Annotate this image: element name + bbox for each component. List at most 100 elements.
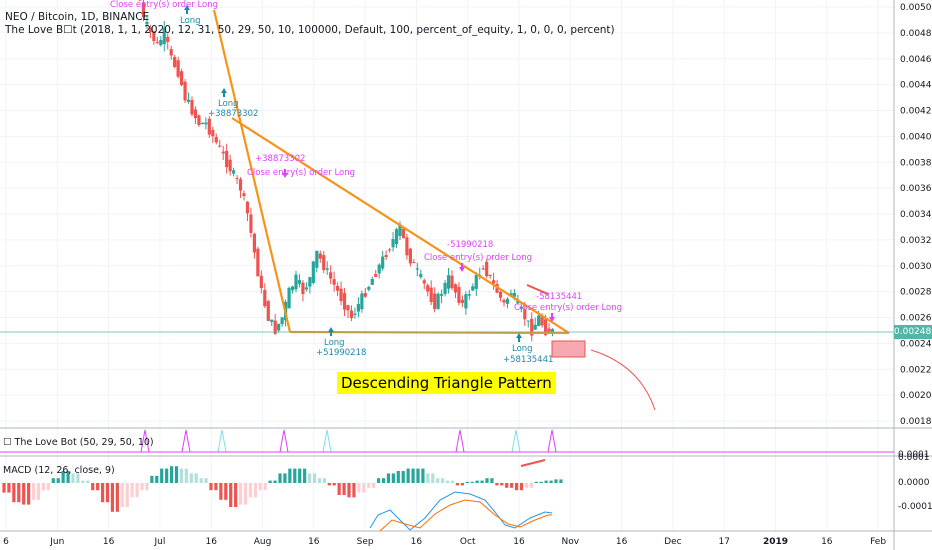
- candle-body-47: [301, 282, 305, 295]
- trade-close-1: Close entry(s) order Long: [110, 0, 218, 10]
- price-axis: 0.005000 0.004800 0.004600 0.004400 0.004200…: [900, 3, 932, 427]
- macd-bar-4: [22, 483, 26, 505]
- macd-bar-59: [293, 468, 297, 483]
- trade-long-1: Long: [180, 16, 201, 26]
- candle-body-96: [471, 286, 475, 291]
- macd-bar-103: [510, 483, 514, 488]
- macd-bar-93: [460, 483, 464, 486]
- candle-body-15: [190, 100, 194, 115]
- candle-body-25: [225, 150, 229, 168]
- macd-bar-64: [317, 478, 322, 483]
- price-tick-12: 0.002600: [900, 314, 932, 324]
- trade-long-4: Long: [512, 344, 533, 354]
- candle-body-90: [450, 275, 454, 289]
- macd-bar-50: [248, 483, 253, 498]
- macd-histogram: [2, 466, 563, 512]
- price-tick-4: 0.004200: [900, 107, 932, 117]
- macd-bar-106: [524, 483, 529, 488]
- candle-body-20: [207, 118, 211, 135]
- macd-bar-14: [71, 473, 75, 483]
- macd-axis-tick-1: 0.0000: [898, 478, 930, 488]
- macd-bar-105: [519, 483, 524, 491]
- candle-body-112: [526, 320, 530, 322]
- macd-bar-1: [7, 483, 11, 493]
- macd-bar-85: [421, 468, 425, 483]
- macd-bar-82: [406, 468, 410, 483]
- trade-long-3: Long: [324, 338, 345, 348]
- price-tick-8: 0.003400: [900, 210, 932, 220]
- candle-body-94: [464, 294, 468, 309]
- time-label-4: 16: [205, 537, 217, 547]
- candle-body-29: [238, 179, 243, 191]
- candle-body-16: [193, 109, 198, 119]
- macd-bar-79: [391, 473, 395, 483]
- last-price-tag: 0.002489: [894, 325, 932, 339]
- macd-bar-57: [283, 473, 287, 483]
- candle-body-49: [308, 277, 312, 287]
- macd-bar-73: [362, 483, 366, 493]
- macd-bar-34: [169, 466, 174, 483]
- macd-bar-109: [539, 481, 543, 483]
- candle-body-31: [245, 201, 250, 214]
- macd-bar-15: [76, 473, 80, 483]
- candle-body-40: [277, 323, 281, 331]
- macd-bar-89: [441, 478, 445, 483]
- macd-bar-45: [224, 483, 228, 500]
- candle-body-113: [530, 318, 534, 336]
- candle-body-66: [367, 286, 371, 290]
- love-bot-title: ☐ The Love Bot (50, 29, 50, 10): [3, 437, 154, 448]
- macd-bar-102: [505, 483, 509, 488]
- macd-bar-104: [514, 483, 519, 491]
- price-tick-15: 0.002000: [900, 391, 932, 401]
- love-bot-spike-2: [217, 429, 227, 453]
- trade-loss-1: -51990218: [447, 240, 493, 250]
- time-label-9: Oct: [460, 537, 476, 547]
- price-tick-1: 0.004800: [900, 29, 932, 39]
- time-label-10: 16: [513, 537, 525, 547]
- love-bot-indicator: [140, 429, 557, 453]
- macd-bar-90: [445, 480, 450, 483]
- macd-bar-97: [480, 480, 484, 483]
- macd-bar-74: [367, 483, 371, 488]
- time-label-6: 16: [308, 537, 320, 547]
- candle-body-88: [443, 282, 447, 294]
- love-bot-spike-4: [322, 429, 332, 453]
- macd-bar-2: [12, 483, 16, 503]
- time-label-16: 16: [821, 537, 833, 547]
- long-arrow-4: [516, 333, 522, 342]
- candle-body-57: [336, 286, 340, 291]
- macd-bar-72: [357, 483, 361, 493]
- macd-bar-81: [401, 471, 405, 483]
- macd-bar-65: [322, 478, 326, 483]
- candle-body-97: [474, 274, 478, 289]
- price-tick-7: 0.003600: [900, 184, 932, 194]
- macd-bar-98: [485, 478, 489, 483]
- candle-body-82: [422, 280, 426, 284]
- candle-body-99: [481, 268, 485, 270]
- time-label-13: Dec: [664, 537, 681, 547]
- macd-bar-37: [184, 468, 188, 483]
- macd-bar-40: [199, 478, 203, 483]
- price-tick-2: 0.004600: [900, 55, 932, 65]
- red-trend-mark: [526, 284, 549, 295]
- candle-body-51: [315, 250, 319, 268]
- candle-body-3: [148, 27, 152, 32]
- candle-body-86: [436, 293, 440, 309]
- love-bot-spike-3: [279, 429, 289, 453]
- candle-body-100: [485, 261, 489, 277]
- macd-axis-tick-0: 0.0001: [898, 453, 930, 463]
- candle-body-65: [363, 293, 367, 297]
- candle-body-23: [218, 145, 222, 147]
- price-tick-3: 0.004400: [900, 81, 932, 91]
- candle-body-76: [401, 228, 406, 239]
- candle-body-68: [374, 273, 378, 277]
- candle-body-22: [214, 136, 218, 143]
- macd-bar-112: [554, 479, 558, 483]
- candle-body-72: [388, 249, 392, 251]
- candle-body-71: [384, 255, 388, 258]
- time-label-12: 16: [616, 537, 628, 547]
- projection-curve: [590, 349, 656, 411]
- candle-body-92: [457, 286, 461, 303]
- grid-lines: [0, 0, 894, 531]
- time-label-3: Jul: [153, 537, 165, 547]
